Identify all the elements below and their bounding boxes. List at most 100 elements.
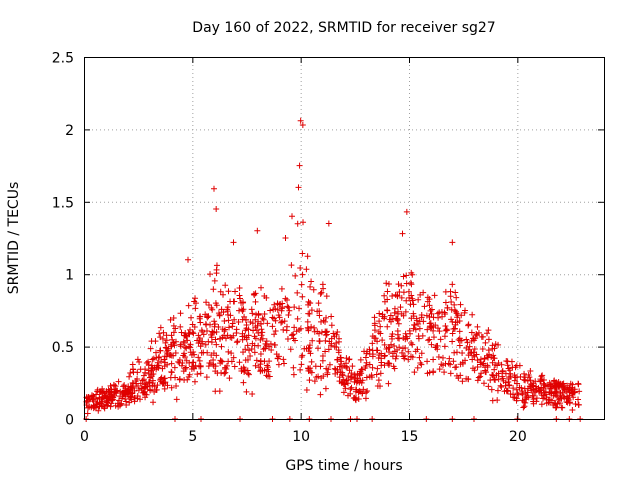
data-point [255,342,262,349]
data-point [271,331,278,338]
data-point [322,348,329,355]
data-point [306,377,313,384]
data-point [209,306,216,313]
data-point [352,396,359,403]
data-point [336,363,343,370]
data-point [492,376,499,383]
data-point [203,328,210,335]
data-point [312,363,319,370]
data-point [495,359,502,366]
data-point [248,306,255,313]
data-point [409,354,416,361]
data-point [262,340,269,347]
data-point [575,381,582,388]
data-point [134,356,141,363]
data-point [172,374,179,381]
data-point [303,386,310,393]
data-point [512,364,519,371]
data-point [204,349,211,356]
data-point [189,321,196,328]
data-point [426,302,433,309]
data-point [121,382,128,389]
data-point [211,277,218,284]
data-point [236,295,243,302]
data-point [319,357,326,364]
data-point [93,391,100,398]
data-point [516,362,523,369]
data-point [294,289,301,296]
data-point [171,364,178,371]
data-point [420,289,427,296]
data-point [540,395,547,402]
data-point [517,373,524,380]
data-point [357,356,364,363]
data-point [510,385,517,392]
data-point [505,365,512,372]
data-point [492,361,499,368]
data-point [499,367,506,374]
data-point [210,357,217,364]
axis-ticks [84,57,604,420]
data-point [361,348,368,355]
data-point [230,354,237,361]
data-point [198,349,205,356]
data-point [405,348,412,355]
data-point [225,317,232,324]
data-point [232,288,239,295]
data-point [299,122,306,129]
data-point [386,344,393,351]
data-point [441,369,448,376]
data-point [318,329,325,336]
data-point [334,356,341,363]
data-point [546,396,553,403]
data-point [400,312,407,319]
data-point [318,289,325,296]
data-point [184,337,191,344]
data-point [145,361,152,368]
data-point [462,307,469,314]
data-point [457,301,464,308]
data-point [195,354,202,361]
data-point [152,338,159,345]
data-point [278,307,285,314]
data-point [170,322,177,329]
data-point [276,314,283,321]
data-point [345,356,352,363]
data-point [308,278,315,285]
data-point [308,358,315,365]
data-point [163,332,170,339]
data-point [426,369,433,376]
data-point [543,391,550,398]
data-point [452,319,459,326]
data-point [265,368,272,375]
data-point [177,310,184,317]
data-point [188,363,195,370]
data-point [117,393,124,400]
data-point [144,383,151,390]
data-point [497,382,504,389]
data-point [330,330,337,337]
data-point [439,354,446,361]
data-point [515,391,522,398]
data-point [244,342,251,349]
data-point [173,396,180,403]
data-point [495,376,502,383]
data-point [388,341,395,348]
data-point [226,375,233,382]
data-point [218,369,225,376]
data-point [411,369,418,376]
data-point [525,372,532,379]
data-point [424,298,431,305]
data-point [183,364,190,371]
data-point [428,341,435,348]
data-point [261,293,268,300]
data-point [126,373,133,380]
data-point [412,348,419,355]
data-point [485,354,492,361]
data-point [252,324,259,331]
data-point [305,301,312,308]
data-point [468,337,475,344]
data-point [369,340,376,347]
x-axis-label: GPS time / hours [285,458,402,474]
data-point [337,354,344,361]
